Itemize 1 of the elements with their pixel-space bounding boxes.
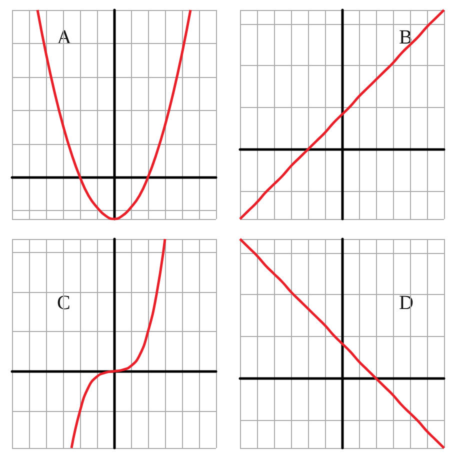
annotation: C [57,292,70,314]
